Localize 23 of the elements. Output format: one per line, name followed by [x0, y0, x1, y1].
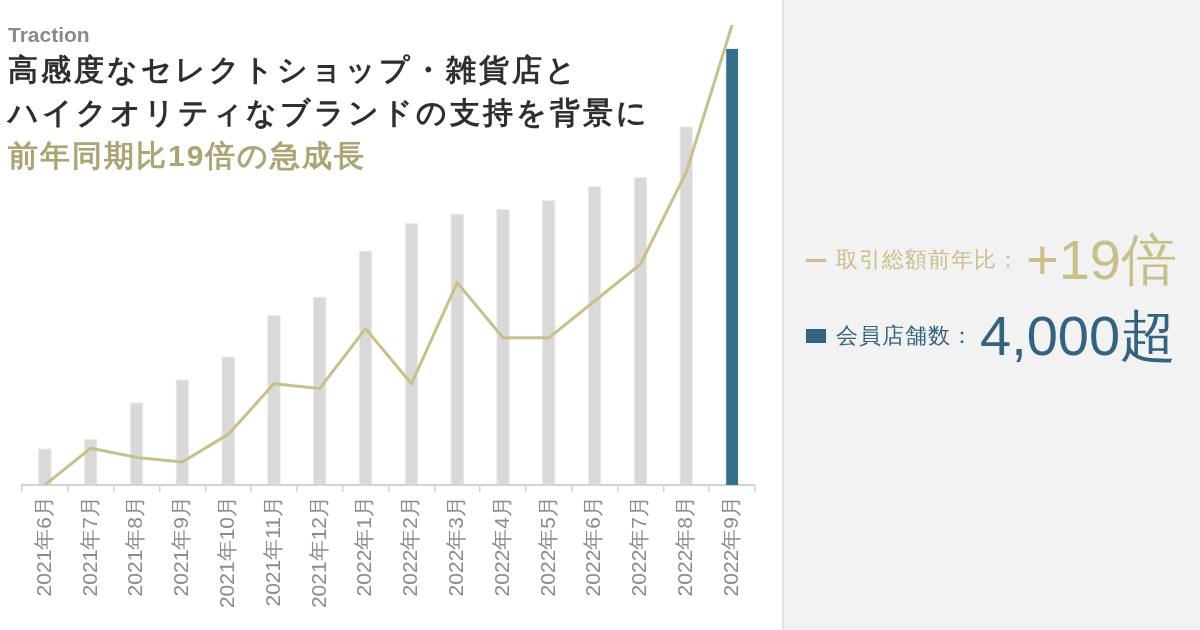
annotation: Traction — [8, 22, 90, 48]
x-tick-label: 2022年3月 — [444, 496, 468, 597]
x-tick-label: 2021年7月 — [77, 496, 101, 597]
text: 前年同期比19倍の急成長 — [8, 138, 367, 174]
x-tick-label: 2021年12月 — [306, 496, 330, 609]
x-tick-label: 2022年2月 — [398, 496, 422, 597]
legend-label: 取引総額前年比： — [836, 246, 1020, 274]
x-tick-label: 2021年8月 — [123, 496, 147, 597]
x-tick-label: 2021年10月 — [214, 496, 238, 609]
x-tick-label: 2022年4月 — [489, 496, 513, 597]
text: 高感度なセレクトショップ・雑貨店とハイクオリティなブランドの支持を背景に — [8, 52, 650, 131]
x-tick-label: 2022年7月 — [627, 496, 651, 597]
x-tick-label: 2022年9月 — [718, 496, 742, 597]
legend-label: 会員店舗数： — [836, 322, 974, 350]
x-tick-label: 2021年6月 — [31, 496, 55, 597]
x-tick-label: 2022年5月 — [535, 496, 559, 597]
x-tick-label: 2021年9月 — [169, 496, 193, 597]
x-tick-label: 2022年1月 — [352, 496, 376, 597]
text: +19倍 — [1026, 228, 1177, 291]
x-tick-label: 2021年11月 — [260, 496, 284, 607]
text: 4,000超 — [980, 304, 1177, 367]
x-tick-label: 2022年6月 — [581, 496, 605, 597]
x-tick-label: 2022年8月 — [673, 496, 697, 597]
